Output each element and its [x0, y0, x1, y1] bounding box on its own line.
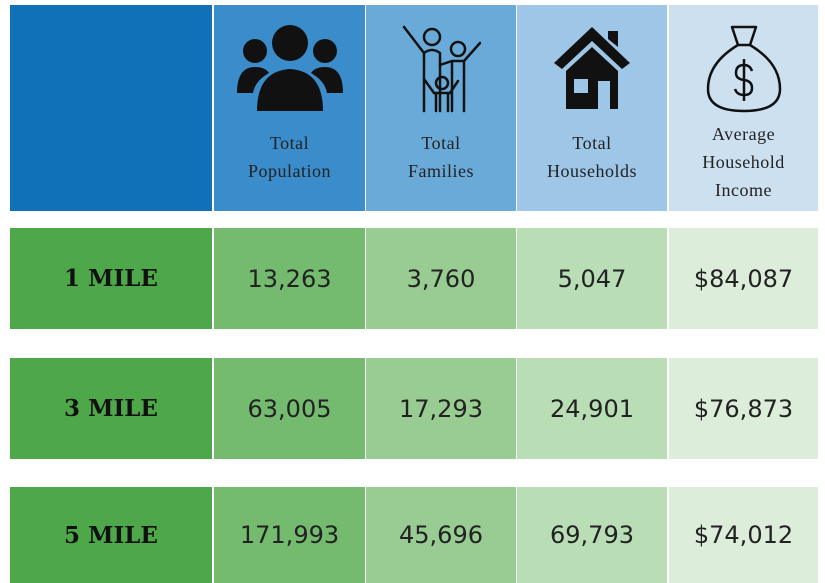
header-cell: Total Population — [214, 5, 365, 211]
header-cell: Total Families — [366, 5, 516, 211]
value-cell: 5,047 — [517, 228, 667, 329]
header-line: Average — [711, 124, 776, 144]
header-label: Total Population — [214, 129, 365, 185]
value-cell: $74,012 — [669, 487, 818, 583]
family-icon — [402, 25, 482, 113]
value-cell: $84,087 — [669, 228, 818, 329]
value-cell: 69,793 — [517, 487, 667, 583]
row-label: 1 MILE — [10, 228, 212, 329]
value-cell: 63,005 — [214, 358, 365, 459]
header-label: Total Families — [366, 129, 516, 185]
value-cell: $76,873 — [669, 358, 818, 459]
row-label: 5 MILE — [10, 487, 212, 583]
header-line: Total — [572, 133, 612, 153]
value-cell: 17,293 — [366, 358, 516, 459]
money-bag-icon — [706, 25, 781, 113]
people-icon — [236, 25, 343, 111]
header-line: Total — [269, 133, 310, 153]
header-cell — [10, 5, 212, 211]
header-line: Households — [547, 161, 637, 181]
header-cell: Average Household Income — [669, 5, 818, 211]
value-cell: 171,993 — [214, 487, 365, 583]
header-line: Population — [247, 161, 331, 181]
header-cell: Total Households — [517, 5, 667, 211]
row-label: 3 MILE — [10, 358, 212, 459]
header-label: Average Household Income — [669, 120, 818, 204]
value-cell: 24,901 — [517, 358, 667, 459]
value-cell: 45,696 — [366, 487, 516, 583]
value-cell: 13,263 — [214, 228, 365, 329]
house-icon — [554, 27, 630, 109]
header-line: Income — [715, 180, 772, 200]
header-label: Total Households — [517, 129, 667, 185]
header-line: Household — [702, 152, 785, 172]
header-line: Total — [421, 133, 461, 153]
value-cell: 3,760 — [366, 228, 516, 329]
header-line: Families — [408, 161, 474, 181]
